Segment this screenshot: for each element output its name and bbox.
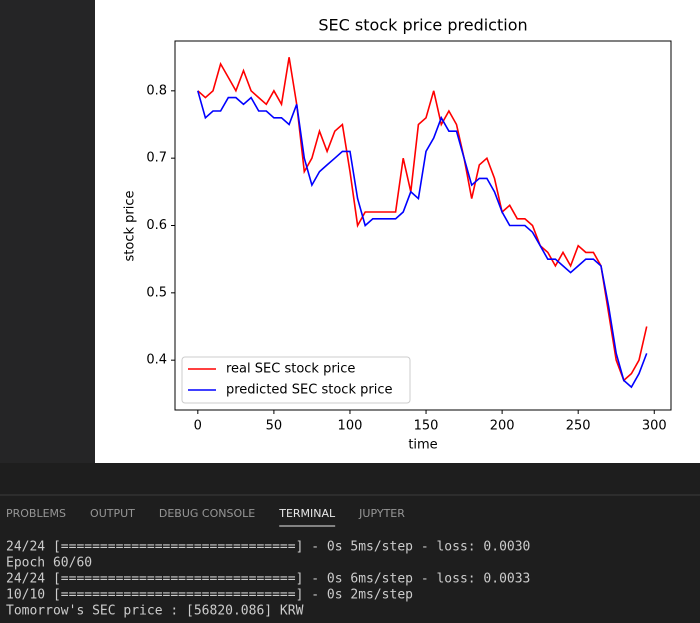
plot-frame [174, 40, 672, 411]
legend-label: real SEC stock price [226, 362, 355, 377]
y-tick-label: 0.4 [146, 353, 167, 368]
y-tick-label: 0.5 [146, 285, 167, 300]
terminal-line: 24/24 [==============================] -… [6, 572, 530, 587]
x-tick-label: 300 [642, 419, 667, 434]
legend-label: predicted SEC stock price [226, 383, 392, 398]
legend-box [181, 356, 411, 404]
terminal-line: 10/10 [==============================] -… [6, 588, 413, 603]
x-axis-label: time [408, 438, 437, 453]
panel-tab[interactable]: OUTPUT [90, 507, 135, 520]
y-tick-label: 0.6 [146, 218, 167, 233]
panel-tab[interactable]: DEBUG CONSOLE [159, 507, 255, 520]
sidebar [0, 0, 95, 463]
x-tick-label: 250 [566, 419, 591, 434]
y-tick-label: 0.7 [146, 151, 167, 166]
terminal-line: Epoch 60/60 [6, 556, 92, 571]
x-tick-label: 200 [490, 419, 515, 434]
panel-tab[interactable]: PROBLEMS [6, 507, 66, 520]
x-tick-label: 50 [266, 419, 283, 434]
y-tick-label: 0.8 [146, 83, 167, 98]
x-tick-label: 150 [414, 419, 439, 434]
terminal-line: Tomorrow's SEC price : [56820.086] KRW [6, 604, 304, 619]
series-line [197, 57, 648, 382]
x-tick-label: 0 [194, 419, 202, 434]
y-axis-label: stock price [123, 191, 138, 262]
chart-title: SEC stock price prediction [318, 16, 527, 35]
series-line [197, 90, 648, 389]
x-tick-label: 100 [338, 419, 363, 434]
panel-tab[interactable]: TERMINAL [278, 507, 336, 520]
terminal-line: 24/24 [==============================] -… [6, 540, 530, 555]
panel-tab[interactable]: JUPYTER [358, 507, 405, 520]
